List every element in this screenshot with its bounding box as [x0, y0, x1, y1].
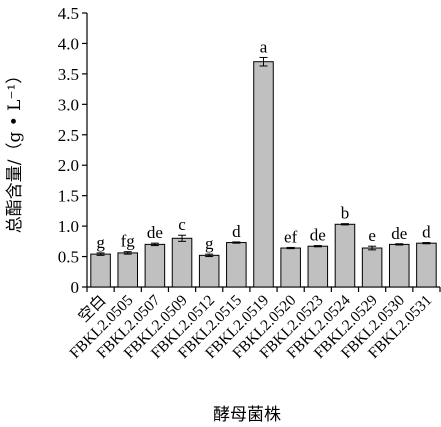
bars	[90, 56, 437, 288]
significance-label: c	[178, 215, 186, 234]
y-tick-label: 0	[71, 278, 80, 297]
bar	[117, 252, 139, 288]
significance-label: ef	[284, 227, 298, 246]
significance-label: de	[391, 224, 407, 243]
bar	[280, 247, 301, 288]
bar	[144, 243, 166, 288]
y-tick-label: 2.0	[58, 156, 79, 175]
y-tick-label: 3.0	[58, 95, 79, 114]
significance-label: d	[232, 222, 241, 241]
y-tick-label: 1.0	[58, 217, 79, 236]
bar	[416, 242, 437, 288]
significance-label: d	[422, 223, 431, 242]
bar	[253, 61, 274, 288]
significance-label: e	[368, 226, 376, 245]
y-tick-label: 0.5	[58, 248, 79, 267]
y-tick-label: 2.5	[58, 126, 79, 145]
y-tick-label: 4.0	[58, 34, 79, 53]
bar	[388, 243, 410, 288]
significance-label: fg	[121, 232, 136, 251]
significance-label: a	[260, 37, 268, 56]
significance-label: g	[96, 233, 105, 252]
bar	[198, 254, 220, 288]
significance-label: de	[147, 223, 163, 242]
bar	[226, 242, 247, 288]
y-tick-label: 4.5	[58, 4, 79, 23]
y-tick-label: 3.5	[58, 65, 79, 84]
labels: g空白fgFBKL2.0505deFBKL2.0507cFBKL2.0509gF…	[66, 37, 435, 362]
y-tick-label: 1.5	[58, 187, 79, 206]
bar	[361, 247, 383, 288]
significance-label: de	[310, 226, 326, 245]
significance-label: g	[205, 234, 214, 253]
bar	[334, 223, 356, 288]
bar	[307, 245, 329, 288]
significance-label: b	[341, 204, 350, 223]
x-axis-title: 酵母菌株	[213, 405, 281, 425]
bar	[171, 237, 193, 288]
y-axis-title: 总酯含量/（g • L⁻¹）	[5, 67, 25, 234]
bar	[90, 253, 111, 288]
axes: 0 0.5 1.0 1.5 2.0 2.5 3.0 3.5 4.0 4.5	[58, 4, 441, 297]
